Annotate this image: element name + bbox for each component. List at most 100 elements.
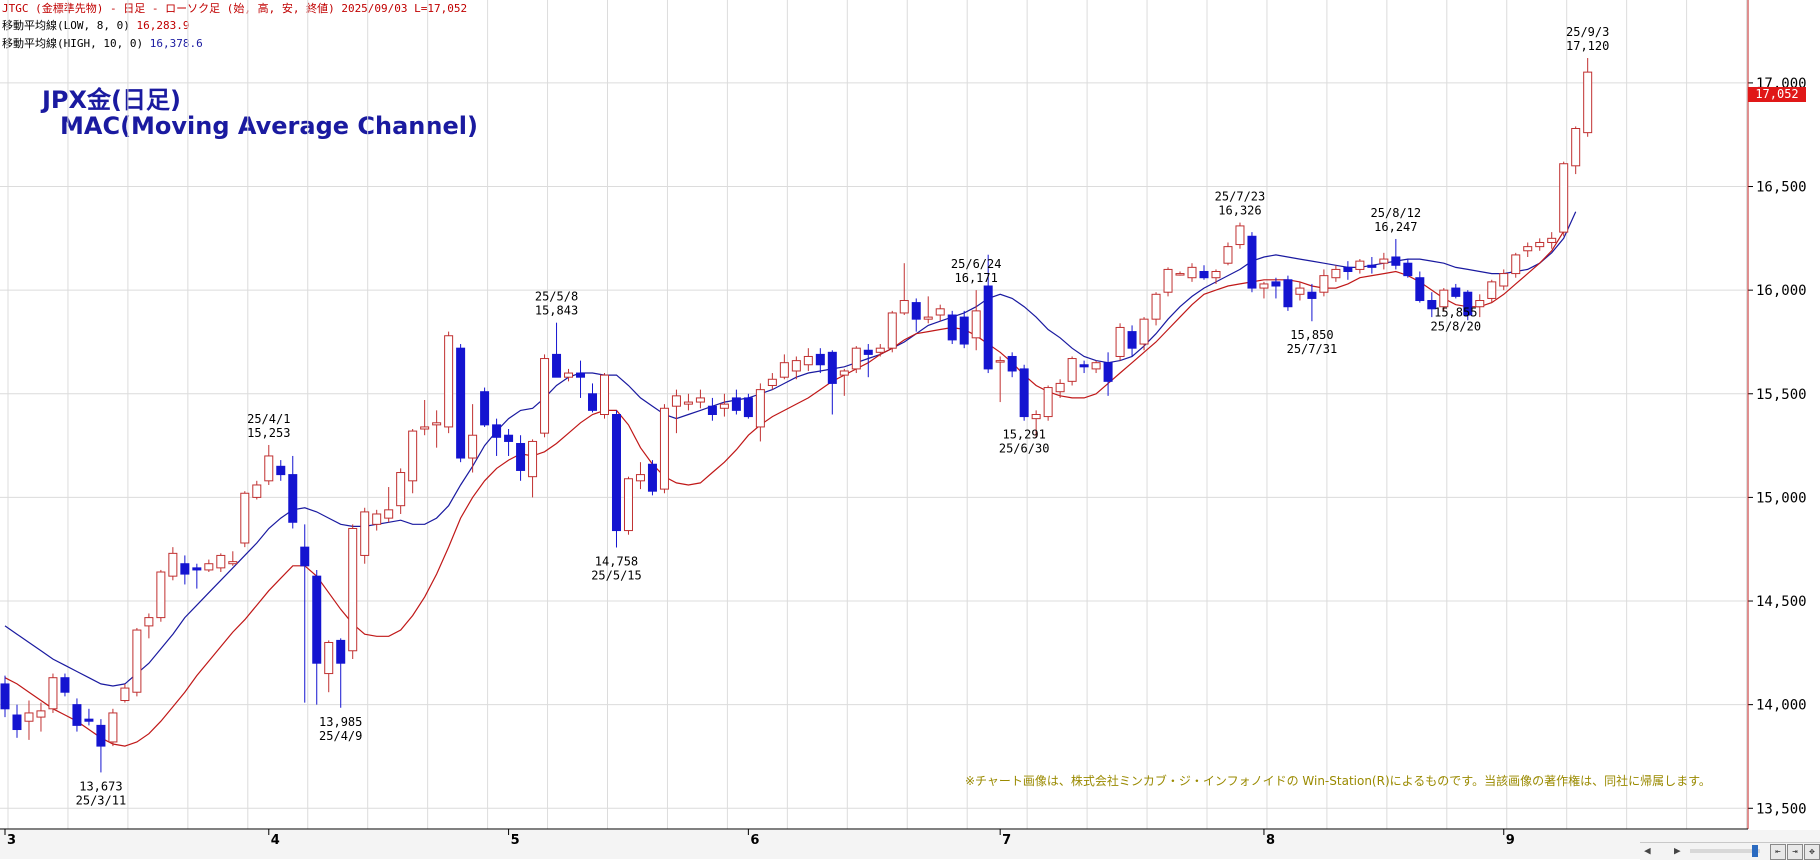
candle-up xyxy=(1211,269,1221,284)
candle-up xyxy=(240,491,250,548)
candle-body xyxy=(683,401,693,405)
annotation-label: 25/6/30 xyxy=(999,442,1050,456)
candle-up xyxy=(468,404,478,473)
candle-up xyxy=(1067,356,1077,386)
candle-up xyxy=(348,524,358,660)
candle-body xyxy=(384,509,394,519)
candle-up xyxy=(132,627,142,697)
candle-body xyxy=(552,353,562,378)
candle-body xyxy=(1175,273,1185,276)
candle-down xyxy=(1271,277,1281,299)
candle-down xyxy=(552,322,562,378)
candle-body xyxy=(731,397,741,411)
candle-up xyxy=(1139,317,1149,351)
candle-down xyxy=(84,708,94,726)
candle-body xyxy=(1523,246,1533,252)
annotation-label: 25/8/20 xyxy=(1431,319,1482,333)
candle-layer xyxy=(0,58,1593,773)
candle-body xyxy=(755,389,765,428)
candle-up xyxy=(1043,385,1053,421)
candle-body xyxy=(1583,71,1593,134)
candle-up xyxy=(779,354,789,380)
candle-down xyxy=(1463,290,1473,321)
ma-low-value: 16,283.9 xyxy=(136,19,190,32)
ma-high-line xyxy=(4,211,1577,687)
candle-up xyxy=(204,559,214,573)
candle-down xyxy=(731,389,741,415)
candle-up xyxy=(396,468,406,514)
annotation-label: 25/7/31 xyxy=(1287,342,1338,356)
zoom-out-icon[interactable]: ⇤ xyxy=(1770,844,1786,860)
scroll-thumb[interactable] xyxy=(1752,845,1758,857)
candle-body xyxy=(1211,270,1221,279)
candle-body xyxy=(1067,358,1077,382)
scroll-right-icon[interactable]: ▶ xyxy=(1674,844,1681,857)
annotation-label: 25/8/12 xyxy=(1371,206,1422,220)
annotation-label: 25/4/9 xyxy=(319,729,362,743)
candle-up xyxy=(1439,288,1449,311)
candle-up xyxy=(839,368,849,396)
candle-body xyxy=(1415,277,1425,302)
candle-body xyxy=(1355,260,1365,270)
candle-body xyxy=(863,349,873,355)
ma-low-line xyxy=(4,230,1565,747)
y-tick-label: 14,500 xyxy=(1756,594,1807,610)
candle-body xyxy=(779,362,789,378)
candle-body xyxy=(1139,318,1149,345)
candle-body xyxy=(611,414,621,532)
chart-scrollbar[interactable]: ◀ ▶ ⇤ ⇥ ✥ xyxy=(1640,842,1820,860)
candle-body xyxy=(623,478,633,532)
fit-icon[interactable]: ✥ xyxy=(1804,844,1820,860)
candle-body xyxy=(1079,364,1089,368)
chart-header: JTGC (金標準先物) - 日足 - ローソク足 (始, 高, 安, 終値) … xyxy=(2,2,468,15)
scroll-left-icon[interactable]: ◀ xyxy=(1644,844,1651,857)
candle-body xyxy=(420,426,430,430)
candle-up xyxy=(1151,292,1161,326)
candle-body xyxy=(228,561,238,565)
annotation-label: 13,985 xyxy=(319,715,362,729)
candle-body xyxy=(1319,275,1329,293)
candle-up xyxy=(719,393,729,417)
zoom-in-icon[interactable]: ⇥ xyxy=(1787,844,1803,860)
candle-body xyxy=(432,422,442,426)
candle-up xyxy=(695,389,705,409)
candle-up xyxy=(528,439,538,498)
candle-up xyxy=(1583,58,1593,137)
candle-up xyxy=(1559,161,1569,237)
candle-body xyxy=(659,407,669,490)
candle-down xyxy=(480,387,490,427)
candle-body xyxy=(1163,268,1173,293)
candle-up xyxy=(1031,410,1041,438)
candle-down xyxy=(1247,232,1257,293)
candle-body xyxy=(1403,262,1413,277)
candle-up xyxy=(1523,242,1533,257)
candle-body xyxy=(1031,414,1041,420)
candle-body xyxy=(132,629,142,693)
chart-title: JPX金(日足) xyxy=(42,86,181,114)
candle-body xyxy=(1043,387,1053,418)
candle-body xyxy=(372,513,382,525)
candle-body xyxy=(899,300,909,314)
candle-up xyxy=(803,348,813,371)
candle-body xyxy=(983,285,993,370)
candle-up xyxy=(935,304,945,322)
annotation-label: 15,855 xyxy=(1434,305,1477,319)
candle-body xyxy=(72,704,82,726)
candle-up xyxy=(851,346,861,374)
candle-body xyxy=(1127,331,1137,349)
candle-up xyxy=(264,444,274,485)
candle-body xyxy=(1187,266,1197,279)
candle-down xyxy=(1079,360,1089,374)
candle-body xyxy=(635,474,645,482)
candle-body xyxy=(815,353,825,366)
candle-up xyxy=(216,553,226,573)
candle-body xyxy=(276,465,286,476)
scroll-track[interactable] xyxy=(1690,849,1760,853)
candle-body xyxy=(456,347,466,459)
candle-up xyxy=(144,613,154,639)
